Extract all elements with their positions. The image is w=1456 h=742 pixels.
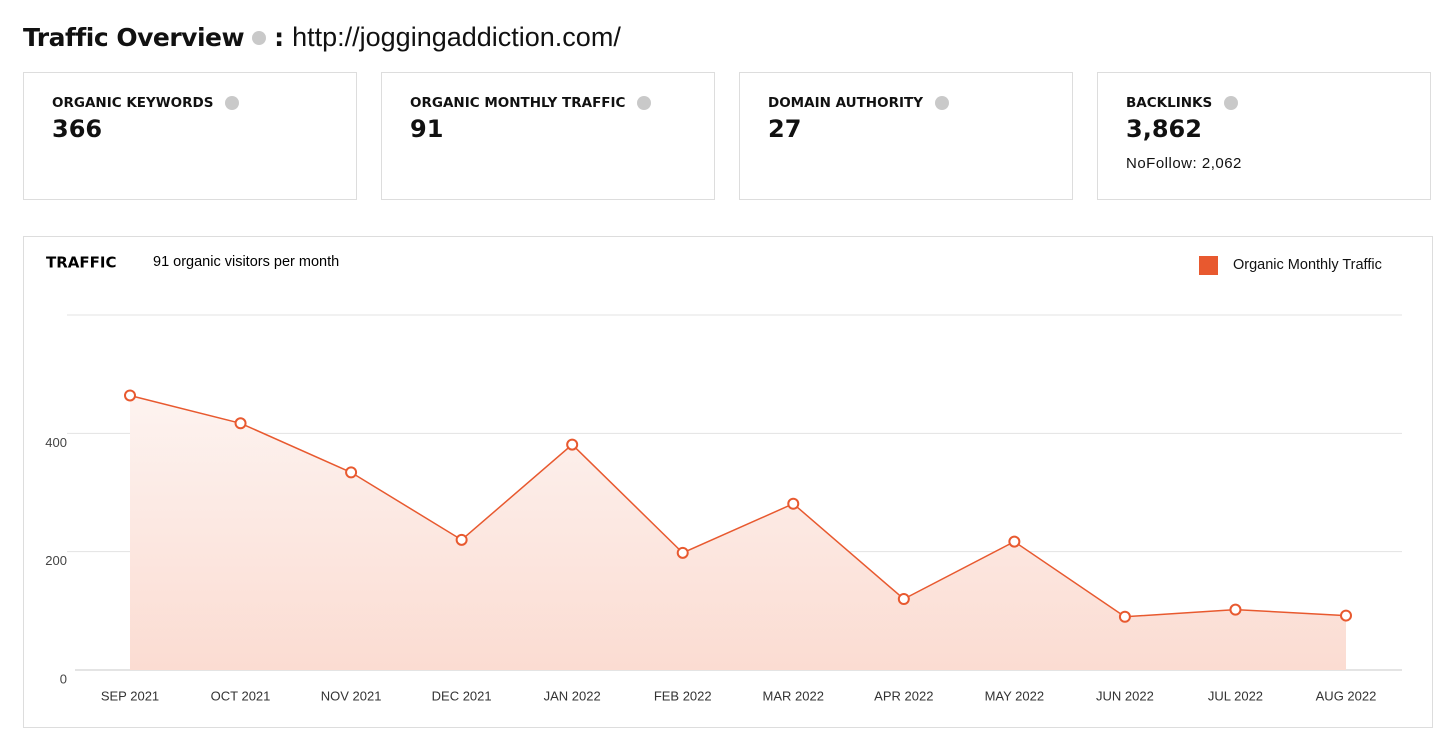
area (130, 395, 1346, 670)
y-tick-label: 400 (45, 435, 67, 450)
point (1340, 609, 1352, 622)
y-tick-label: 200 (45, 553, 67, 568)
x-tick-label: AUG 2022 (1316, 688, 1377, 703)
chart-subtitle: 91 organic visitors per month (153, 254, 339, 270)
x-tick-label: DEC 2021 (432, 688, 492, 703)
x-tick-label: OCT 2021 (211, 688, 271, 703)
point (234, 417, 247, 430)
point (676, 546, 689, 559)
help-icon[interactable] (225, 96, 240, 110)
x-tick-label: MAR 2022 (763, 688, 824, 703)
separator: : (274, 23, 285, 52)
point (897, 593, 910, 605)
url[interactable]: http://joggingaddiction.com/ (292, 22, 621, 52)
x-tick-label: JUL 2022 (1208, 688, 1263, 703)
help-icon[interactable] (637, 96, 652, 110)
legend-label: Organic Monthly Traffic (1233, 257, 1382, 273)
card-label: BACKLINKS (1126, 95, 1213, 111)
card-label-row: ORGANIC MONTHLY TRAFFIC (410, 95, 714, 111)
card-label-row: BACKLINKS (1126, 95, 1430, 111)
point (455, 533, 468, 546)
help-icon[interactable] (252, 30, 267, 45)
line (129, 394, 1347, 618)
x-tick-label: FEB 2022 (654, 688, 712, 703)
card-note: NoFollow: 2,062 (1126, 155, 1242, 172)
stat-card: BACKLINKS 3,862 NoFollow: 2,062 (1097, 72, 1431, 200)
stat-card: ORGANIC KEYWORDS 366 (23, 72, 357, 200)
card-value: 366 (52, 115, 103, 143)
card-label: ORGANIC MONTHLY TRAFFIC (410, 95, 626, 111)
card-value: 27 (768, 115, 802, 143)
y-tick-label: 0 (60, 671, 67, 686)
x-tick-label: JUN 2022 (1096, 688, 1154, 703)
chart-title: TRAFFIC (46, 254, 116, 272)
point (566, 438, 579, 451)
help-icon[interactable] (1224, 96, 1239, 110)
point (124, 389, 136, 402)
x-tick-label: MAY 2022 (985, 688, 1045, 703)
point (1008, 535, 1021, 548)
card-value: 3,862 (1126, 115, 1202, 143)
legend-swatch (1199, 256, 1218, 275)
point (787, 497, 800, 510)
point (345, 466, 358, 479)
card-value: 91 (410, 115, 444, 143)
x-tick-label: NOV 2021 (321, 688, 382, 703)
x-tick-label: SEP 2021 (101, 688, 159, 703)
header: Traffic Overview : http://joggingaddicti… (23, 22, 621, 53)
point (1118, 610, 1131, 623)
card-label: ORGANIC KEYWORDS (52, 95, 214, 111)
card-label-row: DOMAIN AUTHORITY (768, 95, 1072, 111)
help-icon[interactable] (934, 96, 949, 110)
point (1229, 603, 1242, 616)
x-tick-label: APR 2022 (874, 688, 933, 703)
stat-card: ORGANIC MONTHLY TRAFFIC 91 (381, 72, 715, 200)
page-title: Traffic Overview (23, 23, 245, 52)
card-label-row: ORGANIC KEYWORDS (52, 95, 356, 111)
card-label: DOMAIN AUTHORITY (768, 95, 923, 111)
stat-card: DOMAIN AUTHORITY 27 (739, 72, 1073, 200)
x-tick-label: JAN 2022 (544, 688, 601, 703)
